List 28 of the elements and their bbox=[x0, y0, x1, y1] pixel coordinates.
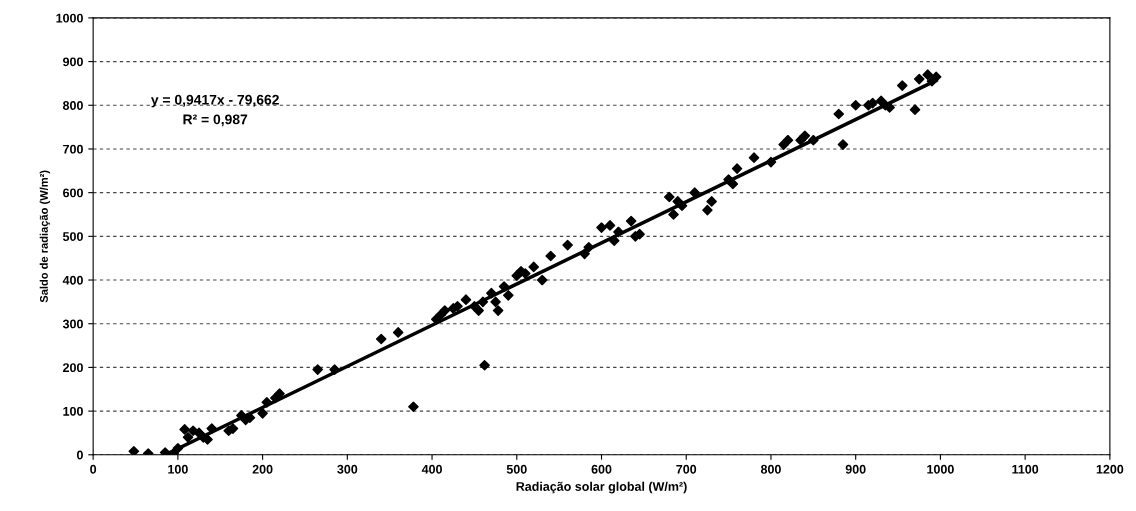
y-tick-label: 400 bbox=[62, 275, 83, 285]
y-tick-label: 100 bbox=[63, 406, 83, 416]
y-tick-label: 1000 bbox=[56, 13, 83, 23]
x-tick-label: 700 bbox=[676, 464, 697, 474]
y-tick-label: 0 bbox=[76, 450, 83, 460]
x-tick-label: 0 bbox=[90, 464, 97, 474]
x-tick-label: 600 bbox=[591, 464, 612, 474]
x-tick-label: 900 bbox=[845, 464, 866, 474]
x-tick-label: 1200 bbox=[1096, 464, 1124, 474]
x-axis-title: Radiação solar global (W/m²) bbox=[516, 481, 687, 494]
x-tick-label: 200 bbox=[252, 464, 273, 474]
x-tick-label: 1100 bbox=[1012, 464, 1039, 474]
x-tick-label: 500 bbox=[506, 464, 527, 474]
y-tick-label: 300 bbox=[62, 319, 83, 329]
y-axis-title: Saldo de radiação (W/m²) bbox=[39, 170, 51, 303]
x-tick-label: 300 bbox=[337, 464, 358, 474]
y-tick-label: 900 bbox=[63, 57, 83, 67]
y-tick-label: 600 bbox=[63, 188, 83, 198]
y-tick-label: 700 bbox=[63, 144, 83, 154]
x-tick-label: 1000 bbox=[927, 464, 954, 474]
y-tick-label: 800 bbox=[62, 101, 83, 110]
x-tick-label: 400 bbox=[421, 464, 442, 474]
x-tick-label: 100 bbox=[168, 464, 188, 474]
x-tick-label: 800 bbox=[760, 464, 781, 474]
annotation: R² = 0,987 bbox=[183, 114, 248, 127]
annotation: y = 0,9417x - 79,662 bbox=[150, 94, 279, 108]
y-tick-label: 200 bbox=[63, 363, 83, 373]
y-tick-label: 500 bbox=[62, 232, 83, 241]
